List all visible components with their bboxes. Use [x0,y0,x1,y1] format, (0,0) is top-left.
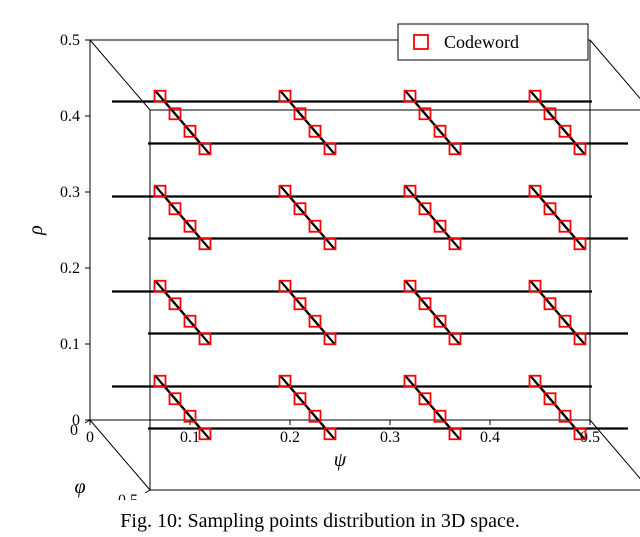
plot-svg: 00.10.20.30.40.5ψ00.5φ00.10.20.30.40.5ρC… [0,0,640,500]
svg-text:0.3: 0.3 [60,184,80,201]
svg-text:0.5: 0.5 [118,492,138,500]
svg-text:0.1: 0.1 [180,429,200,446]
svg-text:0: 0 [72,412,80,429]
svg-text:ρ: ρ [25,225,47,236]
svg-text:φ: φ [74,476,85,498]
figure-caption: Fig. 10: Sampling points distribution in… [0,510,640,533]
svg-text:0.4: 0.4 [60,108,80,125]
svg-text:0.2: 0.2 [60,260,80,277]
legend-label: Codeword [444,32,519,52]
svg-text:ψ: ψ [334,449,347,471]
svg-text:0.4: 0.4 [480,429,500,446]
svg-text:0: 0 [86,429,94,446]
svg-text:0.2: 0.2 [280,429,300,446]
svg-text:0.5: 0.5 [60,32,80,49]
svg-text:0.1: 0.1 [60,336,80,353]
svg-text:0.3: 0.3 [380,429,400,446]
figure-stage: 00.10.20.30.40.5ψ00.5φ00.10.20.30.40.5ρC… [0,0,640,537]
